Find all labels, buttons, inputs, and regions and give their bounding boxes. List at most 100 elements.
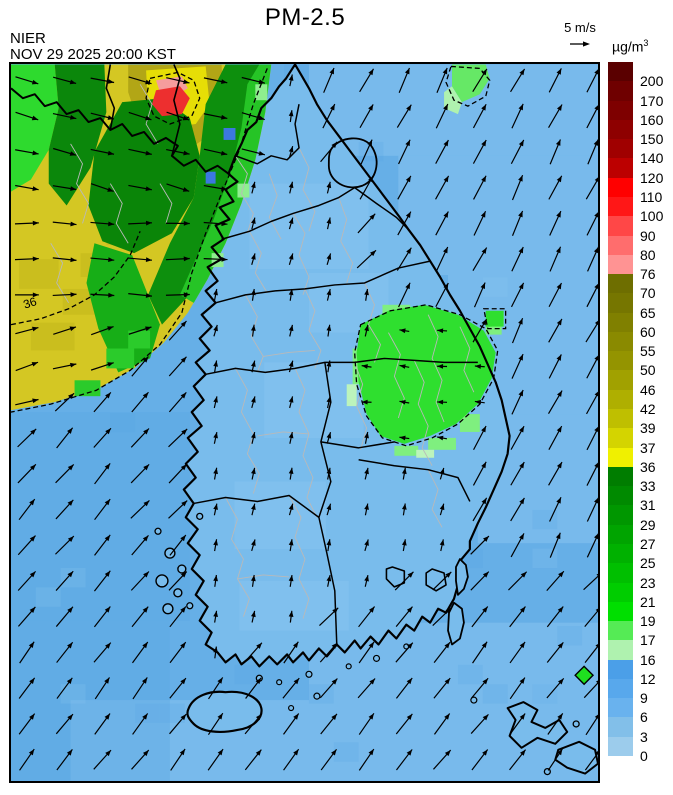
wind-arrow-head [107,326,114,331]
wind-arrow [583,575,598,591]
wind-arrow-head [107,115,114,120]
wind-arrow-head [32,256,39,262]
pm25-concentration-map: 36 [11,64,598,781]
wind-arrow [584,645,598,663]
colorbar-tick-label: 55 [640,343,656,360]
wind-arrow-head [108,257,115,263]
wind-arrow-head [437,364,444,369]
wind-arrow-head [369,606,375,613]
wind-arrow-head [482,714,489,721]
wind-arrow-head [145,79,152,85]
colorbar-segment [608,293,633,314]
wind-arrow-head [180,356,187,363]
wind-arrow-head [519,749,526,756]
wind-arrow-head [69,115,77,120]
wind-arrow-head [442,67,448,75]
wind-arrow-head [556,104,563,111]
tsushima-lower [447,601,465,646]
wind-arrow-head [326,181,332,189]
wind-arrow-head [288,324,294,332]
wind-arrow-head [145,150,152,156]
wind-arrow-head [519,68,525,76]
wind-arrow-head [558,678,564,685]
wind-arrow-head [31,115,39,121]
wind-arrow-head [370,250,376,257]
wind-arrow-head [593,139,598,146]
wind-arrow-head [519,677,525,684]
wind-arrow-head [69,79,77,85]
wind-arrow-head [142,750,149,757]
wind-arrow-head [217,713,223,720]
wind-arrow-head [145,186,152,192]
wind-arrow-head [104,499,111,506]
wind-arrow-head [367,139,373,147]
wind-arrow-head [220,79,228,84]
wind-arrow-head [557,713,563,720]
wind-arrow-head [288,146,294,153]
page-title: PM-2.5 [264,4,346,31]
wind-arrow-head [556,246,561,254]
wind-arrow-head [69,362,77,368]
wind-arrow-head [288,360,294,368]
wind-arrow-head [104,713,111,720]
sea-cell [333,742,359,762]
wind-arrow-head [407,642,413,649]
wind-arrow-head [108,221,115,227]
wind-arrow-head [250,324,256,331]
wind-arrow-head [481,247,487,254]
wind-arrow-head [596,680,598,684]
wind-vector-layer [14,67,598,771]
wind-arrow-head [251,539,256,546]
wind-arrow-head [518,175,523,182]
colorbar-tick-label: 160 [640,111,664,128]
wind-arrow-head [213,324,218,332]
wind-arrow-head [29,535,36,542]
colorbar-segment [608,640,633,661]
colorbar-segment [608,466,633,487]
sea-cell [35,587,61,607]
wind-arrow-head [181,500,188,507]
wind-arrow-head [180,392,187,399]
wind-arrow-head [437,435,444,441]
wind-arrow-head [556,211,561,218]
wind-arrow-head [288,575,294,582]
wind-arrow-head [70,292,77,297]
wind-arrow-head [556,497,561,504]
wind-arrow-head [180,714,187,721]
wind-arrow-head [104,606,111,613]
colorbar-tick-label: 12 [640,670,656,687]
wind-arrow-head [221,186,228,191]
colorbar-segment [608,216,633,236]
wind-arrow-head [594,426,598,433]
wind-arrow-head [69,151,77,156]
colorbar-segment [608,678,633,699]
wind-arrow-head [443,246,448,254]
colorbar-segment [608,274,633,294]
wind-arrow-head [251,396,256,403]
wind-arrow-head [179,748,186,756]
wind-arrow-head [443,140,449,147]
wind-arrow-head [399,399,406,405]
wind-arrow-head [482,606,488,613]
wind-arrow-head [142,606,149,613]
wind-arrow-head [406,104,412,111]
colorbar-tick-label: 16 [640,651,656,668]
wind-arrow-head [405,175,411,183]
wind-arrow-head [406,749,413,756]
wind-arrow-head [331,141,338,149]
colorbar-tick-label: 17 [640,632,656,649]
wind-arrow-head [443,103,448,111]
sea-cell [135,703,160,723]
wind-arrow-head [70,186,77,191]
sea-cell [234,664,260,685]
colorbar-segment [608,428,633,449]
colorbar-segment [608,331,633,352]
wind-arrow-head [444,750,451,757]
wind-arrow-head [213,646,218,653]
wind-arrow-head [220,150,228,156]
wind-arrow-head [518,139,524,147]
wind-arrow-head [145,220,153,226]
wind-arrow-head [213,396,218,403]
colorbar-tick-label: 27 [640,535,656,552]
wind-arrow-head [221,256,228,262]
